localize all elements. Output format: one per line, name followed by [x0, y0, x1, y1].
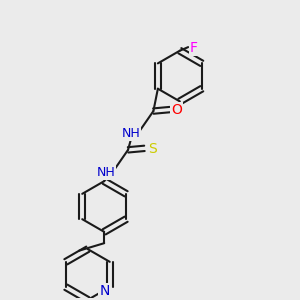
Text: O: O	[171, 103, 182, 117]
Text: S: S	[148, 142, 157, 156]
Text: NH: NH	[96, 166, 115, 179]
Text: F: F	[190, 41, 198, 55]
Text: N: N	[99, 284, 110, 298]
Text: NH: NH	[122, 127, 140, 140]
